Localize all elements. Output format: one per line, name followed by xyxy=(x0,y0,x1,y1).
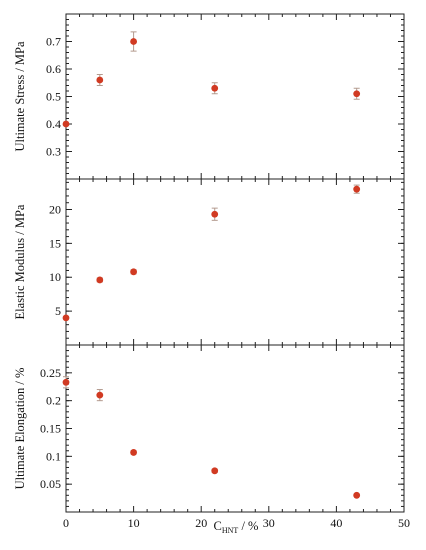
panel-2: 5 10 15 20 Elastic Modulus / MPa xyxy=(13,178,405,346)
x-axis: 0 10 20 30 40 50 xyxy=(63,516,410,530)
data-point xyxy=(211,210,219,218)
data-point xyxy=(62,314,70,322)
y-tick-label: 10 xyxy=(49,270,61,284)
x-tick-label: 10 xyxy=(128,516,140,530)
data-point xyxy=(130,449,138,456)
y-axis-label: Ultimate Stress / MPa xyxy=(13,41,27,152)
x-axis-label-main: C xyxy=(214,519,222,533)
data-point xyxy=(211,84,219,92)
y-axis-label: Ultimate Elongation / % xyxy=(13,368,27,490)
data-point xyxy=(211,467,219,475)
panel-frame xyxy=(65,13,405,180)
data-point xyxy=(62,120,70,128)
data-point xyxy=(96,391,104,399)
panel-1: 0.3 0.4 0.5 0.6 0.7 Ultimate Stress / MPa xyxy=(13,13,405,180)
y-tick-label: 0.25 xyxy=(40,366,61,380)
y-tick-label: 0.4 xyxy=(46,117,61,131)
data-point xyxy=(130,38,138,45)
y-tick-label: 0.2 xyxy=(46,394,61,408)
panel-3: 0.05 0.1 0.15 0.2 0.25 Ultimate Elongation / … xyxy=(13,344,405,513)
y-tick-label: 0.05 xyxy=(40,477,61,491)
x-tick-label: 20 xyxy=(195,516,207,530)
y-tick-label: 20 xyxy=(49,202,61,216)
x-axis-label-sub: HNT xyxy=(222,526,239,535)
x-tick-label: 30 xyxy=(263,516,275,530)
data-point xyxy=(353,185,361,193)
panel-frame xyxy=(65,344,405,513)
x-tick-label: 0 xyxy=(63,516,69,530)
data-point xyxy=(62,378,70,386)
panel-frame xyxy=(65,178,405,346)
x-tick-label: 50 xyxy=(398,516,410,530)
y-tick-label: 5 xyxy=(55,304,61,318)
y-tick-label: 0.1 xyxy=(46,449,61,463)
data-point xyxy=(353,90,361,98)
y-tick-label: 15 xyxy=(49,236,61,250)
panels: 0.3 0.4 0.5 0.6 0.7 Ultimate Stress / MPa 5 10 1… xyxy=(13,13,405,513)
y-tick-label: 0.5 xyxy=(46,90,61,104)
x-axis-label: CHNT / % xyxy=(214,519,259,535)
data-point xyxy=(353,491,361,499)
y-tick-label: 0.15 xyxy=(40,422,61,436)
y-axis-label: Elastic Modulus / MPa xyxy=(13,204,27,319)
x-axis-label-unit: / % xyxy=(238,519,258,533)
data-point xyxy=(96,76,104,84)
y-tick-label: 0.7 xyxy=(46,35,61,49)
x-tick-label: 40 xyxy=(330,516,342,530)
y-tick-label: 0.6 xyxy=(46,62,61,76)
y-tick-label: 0.3 xyxy=(46,145,61,159)
data-point xyxy=(96,276,104,284)
data-point xyxy=(130,268,138,276)
